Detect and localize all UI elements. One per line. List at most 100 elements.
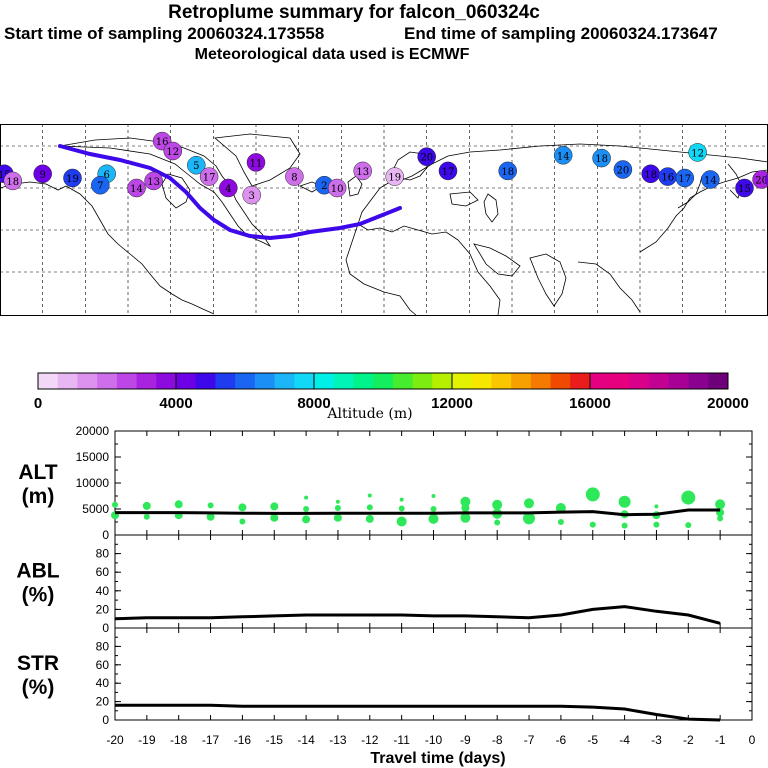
colorbar-swatch [530,373,551,389]
coast-north-america [59,137,272,248]
x-tick-label: -19 [138,733,156,747]
colorbar-swatch [629,373,650,389]
alt-point [239,518,246,525]
alt-point [460,512,471,523]
colorbar-swatch [235,373,256,389]
map-marker-label: 6 [104,170,110,181]
coast-us-west [65,185,161,287]
coast-british-isles [347,175,363,197]
y-tick-label: 80 [96,639,110,653]
alt-point [174,500,183,509]
colorbar-swatch [353,373,374,389]
map-marker-label: 18 [595,154,608,165]
chart-title: Retroplume summary for falcon_060324c [168,2,540,23]
map-marker [219,178,238,198]
y-axis-label: (%) [22,676,55,699]
map-marker [688,143,707,162]
colorbar-swatch [156,373,177,389]
colorbar-swatch [373,373,394,389]
alt-point [681,490,696,505]
x-tick-label: -9 [460,733,471,747]
map-marker-label: 2 [321,181,327,192]
colorbar-swatch [392,373,413,389]
map-marker [553,146,573,165]
map-marker [701,170,720,189]
colorbar-tick-label: 0 [34,395,42,412]
map-marker [592,148,611,168]
map-marker [613,160,633,179]
x-tick-label: -18 [170,733,188,747]
map-marker-label: 19 [388,173,401,184]
colorbar-swatch [116,373,137,389]
str-line [115,703,721,722]
y-tick-label: 0 [102,621,109,635]
map-marker [327,178,347,198]
x-tick-label: -6 [556,733,567,747]
y-tick-label: 20000 [76,424,110,438]
y-tick-label: 20 [96,602,110,616]
colorbar-swatch [412,373,433,389]
map-marker-label: 15 [738,184,751,195]
coast-arabia [473,243,521,277]
coast-japan [677,175,703,209]
alt-point [618,495,631,508]
map-marker [144,171,163,191]
y-axis-label: (m) [22,485,55,508]
coast-europe [357,143,768,225]
map-marker-label: 16 [156,137,169,148]
map-marker-label: 10 [331,184,344,195]
alt-point [270,513,279,522]
map-marker-label: 9 [40,170,46,181]
x-tick-label: -16 [234,733,252,747]
y-tick-label: 20 [96,695,110,709]
map-marker [33,164,52,184]
alt-point [461,504,470,512]
alt-point [399,497,404,502]
colorbar-ticks: 0 4000 8000 12000 16000 20000 [34,373,749,412]
x-tick-label: -4 [619,733,630,747]
y-tick-label: 0 [102,713,109,727]
alt-point [112,501,118,508]
coast-greenland [214,133,301,187]
alt-point [206,512,215,521]
x-tick-label: -10 [425,733,443,747]
y-tick-label: 10000 [76,476,110,490]
alt-point [333,513,342,522]
alt-point [589,521,596,528]
colorbar-swatch [254,373,275,389]
colorbar-swatch [97,373,118,389]
alt-point [654,504,659,509]
colorbar-swatch [471,373,492,389]
map-marker-label: 14 [557,151,570,162]
coast-africa-east [457,239,501,316]
colorbar-tick-label: 8000 [297,395,330,412]
colorbar-swatch [38,373,59,389]
x-tick-label: -2 [683,733,694,747]
map-marker [752,170,768,189]
map-marker-label: 8 [291,173,297,184]
map-marker-label: 13 [147,177,160,188]
alt-point [366,504,373,511]
y-axis-label: (%) [22,584,55,607]
map-marker [735,178,754,198]
map-marker [199,167,219,186]
y-tick-label: 60 [96,565,110,579]
map-marker-label: 3 [249,191,255,202]
map-marker [285,167,304,186]
colorbar-swatch [274,373,295,389]
alt-point [653,521,660,528]
x-tick-label: -8 [492,733,503,747]
map-marker [765,172,768,187]
colorbar-tick-label: 16000 [569,395,611,412]
map-marker-label: 13 [356,167,369,178]
map-marker-label: 17 [678,174,691,185]
map-marker-label: 20 [617,166,630,177]
map-marker [438,161,458,181]
x-tick-label: -13 [329,733,347,747]
alt-point [585,487,600,502]
alt-point [398,505,405,512]
alt-point [207,502,214,509]
y-tick-label: 60 [96,658,110,672]
alt-point [302,515,311,524]
colorbar-swatch [649,373,670,389]
